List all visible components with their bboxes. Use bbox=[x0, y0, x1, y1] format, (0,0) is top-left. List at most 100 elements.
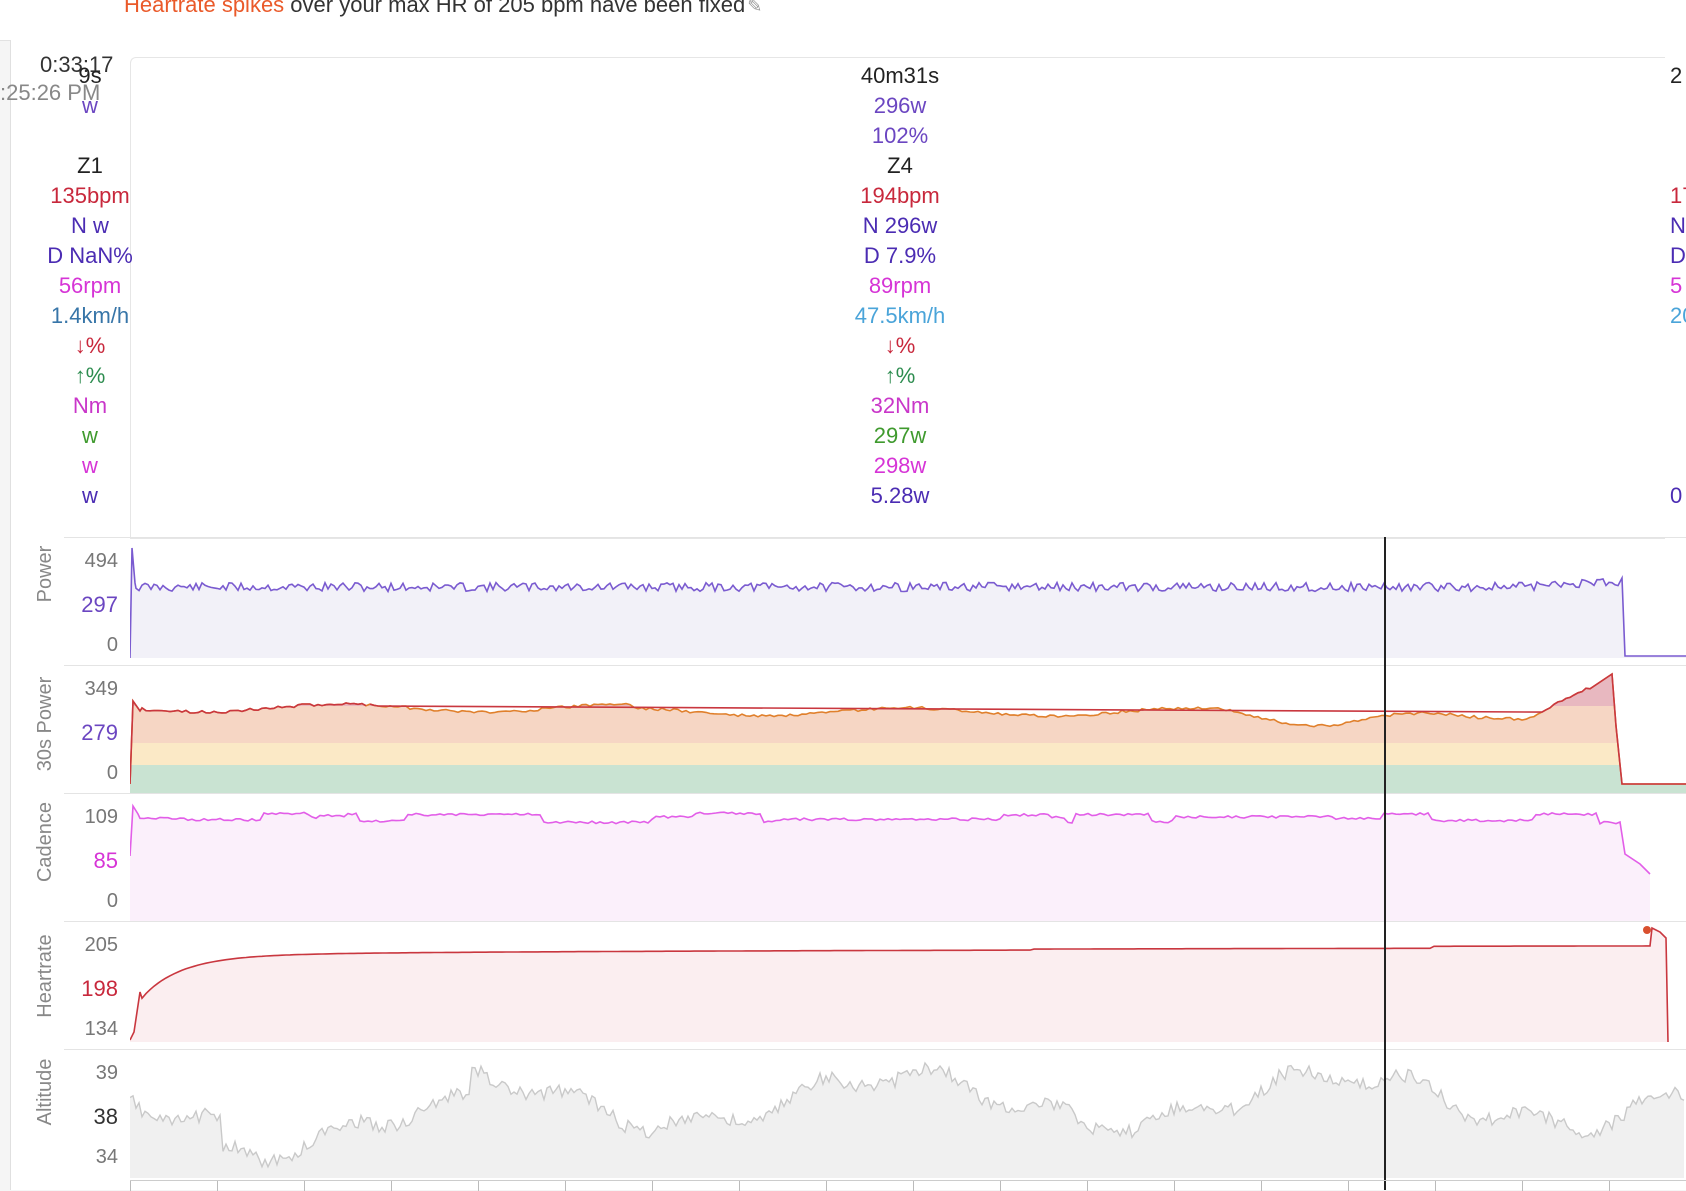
time-axis bbox=[130, 1180, 1686, 1191]
x-axis-tick bbox=[1435, 1181, 1436, 1191]
interval-descent bbox=[1670, 331, 1686, 361]
interval-torque bbox=[1670, 391, 1686, 421]
interval-wkg: w bbox=[82, 483, 98, 508]
interval-power-green: w bbox=[82, 423, 98, 448]
interval-column-main[interactable]: 40m31s 296w 102% Z4 194bpm N 296w D 7.9%… bbox=[800, 61, 1000, 511]
x-axis-tick bbox=[565, 1181, 566, 1191]
30s-power-line-red bbox=[130, 672, 1686, 785]
y-tick-min: 134 bbox=[84, 1018, 118, 1040]
x-axis-tick bbox=[130, 1181, 131, 1191]
interval-torque: Nm bbox=[72, 393, 108, 418]
y-tick-avg: 85 bbox=[93, 848, 118, 873]
interval-power-green bbox=[1670, 421, 1686, 451]
altitude-chart[interactable]: Altitude 39 38 34 bbox=[34, 1049, 1686, 1178]
x-axis-tick bbox=[1261, 1181, 1262, 1191]
interval-cadence: 89rpm bbox=[868, 273, 932, 298]
cadence-line bbox=[130, 803, 1651, 875]
interval-normalized-power: N w bbox=[71, 213, 109, 238]
chart-label: Power bbox=[34, 545, 56, 603]
interval-column-right[interactable]: 2 17 N D 5 20 0 bbox=[1670, 61, 1686, 511]
interval-torque: 32Nm bbox=[870, 393, 930, 418]
cadence-chart[interactable]: Cadence 109 85 0 bbox=[34, 793, 1686, 922]
zone-band-yellow bbox=[130, 743, 1686, 765]
interval-heartrate: 17 bbox=[1670, 183, 1686, 208]
x-axis-tick bbox=[1348, 1181, 1349, 1191]
interval-descent: ↓% bbox=[884, 333, 916, 358]
x-axis-tick bbox=[652, 1181, 653, 1191]
x-axis-tick bbox=[739, 1181, 740, 1191]
30s-power-plot[interactable] bbox=[130, 666, 1686, 794]
interval-column-left[interactable]: 9s w Z1 135bpm N w D NaN% 56rpm 1.4km/h … bbox=[0, 61, 180, 511]
y-tick-min: 0 bbox=[106, 890, 118, 912]
interval-power-pink: w bbox=[82, 453, 98, 478]
power-line bbox=[130, 547, 1686, 659]
y-tick-avg: 198 bbox=[81, 976, 118, 1001]
chart-label: Altitude bbox=[34, 1058, 56, 1126]
chart-label: 30s Power bbox=[34, 676, 56, 772]
interval-ascent: ↑% bbox=[74, 363, 106, 388]
hr-spike-notice: Heartrate spikes over your max HR of 205… bbox=[0, 0, 1686, 41]
interval-zone bbox=[1670, 151, 1686, 181]
interval-cadence: 5 bbox=[1670, 273, 1683, 298]
x-axis-tick bbox=[217, 1181, 218, 1191]
cadence-plot[interactable] bbox=[130, 794, 1686, 922]
interval-speed: 1.4km/h bbox=[50, 303, 130, 328]
heartrate-spikes-link[interactable]: Heartrate spikes bbox=[124, 0, 285, 17]
interval-avg-power: 296w bbox=[873, 93, 927, 118]
cursor-clock-time: :25:26 PM bbox=[0, 80, 101, 105]
interval-avg-power bbox=[1670, 91, 1686, 121]
x-axis-tick bbox=[391, 1181, 392, 1191]
heartrate-chart[interactable]: Heartrate 205 198 134 bbox=[34, 921, 1686, 1050]
power-fill bbox=[130, 548, 1686, 658]
y-tick-max: 109 bbox=[84, 806, 118, 828]
interval-decoupling: D bbox=[1670, 243, 1686, 268]
heartrate-line bbox=[130, 926, 1669, 1043]
interval-decoupling: D NaN% bbox=[47, 243, 133, 268]
cursor-elapsed-time: 0:33:17 bbox=[40, 52, 114, 77]
interval-power-pink: 298w bbox=[873, 453, 927, 478]
power-plot[interactable] bbox=[130, 538, 1686, 666]
interval-heartrate: 194bpm bbox=[860, 183, 940, 208]
interval-duration: 2 bbox=[1670, 63, 1683, 88]
interval-power-pink bbox=[1670, 451, 1686, 481]
x-axis-tick bbox=[1000, 1181, 1001, 1191]
intervals-card bbox=[130, 57, 1665, 539]
heartrate-fill bbox=[130, 928, 1668, 1042]
interval-descent: ↓% bbox=[74, 333, 106, 358]
heartrate-plot[interactable] bbox=[130, 922, 1686, 1050]
x-axis-tick bbox=[304, 1181, 305, 1191]
interval-decoupling: D 7.9% bbox=[863, 243, 937, 268]
chart-label: Heartrate bbox=[34, 934, 56, 1018]
chart-label: Cadence bbox=[34, 801, 56, 883]
notice-text: over your max HR of 205 bpm have been fi… bbox=[284, 0, 746, 17]
pencil-icon[interactable]: ✎ bbox=[747, 0, 763, 16]
interval-normalized-power: N 296w bbox=[862, 213, 938, 238]
zone-band-green bbox=[130, 765, 1686, 794]
interval-zone: Z1 bbox=[77, 153, 103, 178]
altitude-plot[interactable] bbox=[130, 1050, 1686, 1178]
y-tick-min: 0 bbox=[106, 762, 118, 784]
interval-speed: 20 bbox=[1670, 303, 1686, 328]
interval-power-green: 297w bbox=[873, 423, 927, 448]
x-axis-tick bbox=[478, 1181, 479, 1191]
zone-band-red bbox=[130, 674, 1686, 706]
y-tick-max: 205 bbox=[84, 934, 118, 956]
x-axis-tick bbox=[1087, 1181, 1088, 1191]
x-axis-tick bbox=[1174, 1181, 1175, 1191]
interval-wkg: 0 bbox=[1670, 483, 1683, 508]
interval-wkg: 5.28w bbox=[870, 483, 930, 508]
interval-duration: 40m31s bbox=[860, 63, 940, 88]
y-tick-max: 349 bbox=[84, 678, 118, 700]
y-tick-max: 494 bbox=[84, 550, 118, 572]
interval-duration: 9s bbox=[78, 63, 102, 88]
hr-max-marker bbox=[1643, 926, 1651, 934]
interval-ascent: ↑% bbox=[884, 363, 916, 388]
y-tick-avg: 279 bbox=[81, 720, 118, 745]
30s-power-chart[interactable]: 30s Power 349 279 0 bbox=[34, 665, 1686, 794]
time-cursor[interactable] bbox=[1384, 537, 1386, 1190]
power-chart[interactable]: Power 494 297 0 bbox=[34, 537, 1686, 666]
y-tick-min: 34 bbox=[95, 1146, 118, 1168]
y-tick-avg: 297 bbox=[81, 592, 118, 617]
interval-intensity bbox=[0, 121, 180, 151]
y-tick-avg: 38 bbox=[93, 1104, 118, 1129]
